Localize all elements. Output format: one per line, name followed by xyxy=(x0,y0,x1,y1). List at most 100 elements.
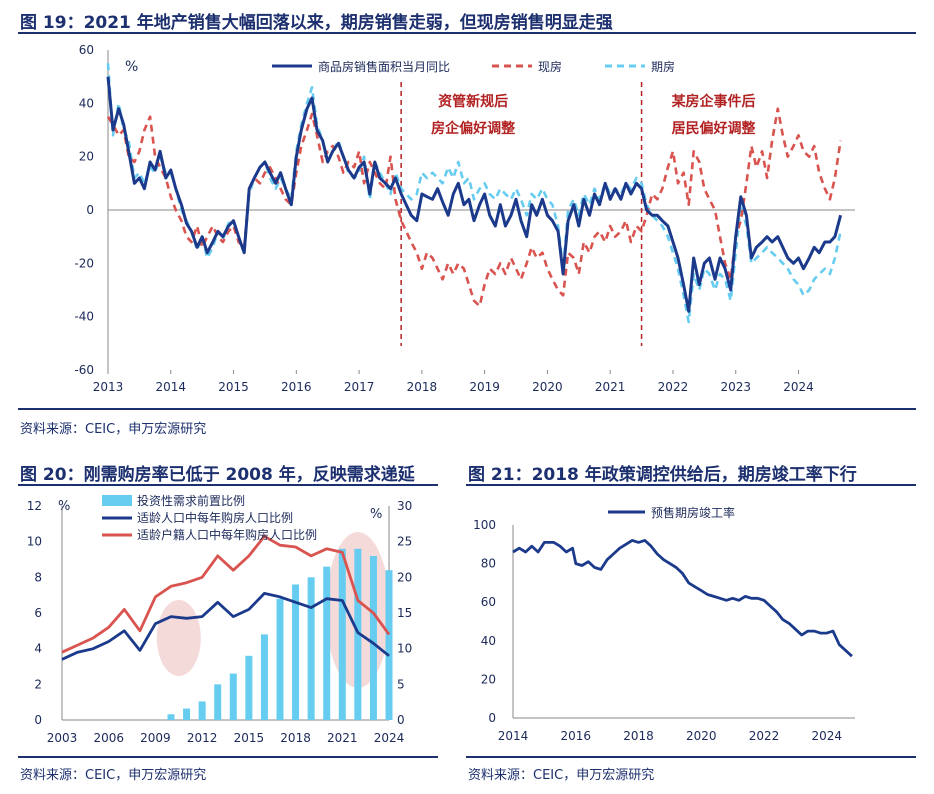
y-tick-label-right: 15 xyxy=(397,606,412,620)
x-tick-label: 2020 xyxy=(532,380,563,394)
y-tick-label: 20 xyxy=(79,150,94,164)
legend-label-2: 期房 xyxy=(651,59,675,74)
x-tick-label: 2015 xyxy=(234,731,265,745)
figure-19-source: 资料来源：CEIC，申万宏源研究 xyxy=(20,422,207,437)
bar xyxy=(245,655,253,720)
x-tick-label: 2021 xyxy=(595,380,626,394)
y-tick-label-right: 30 xyxy=(397,499,412,513)
figure-20-title: 图 20：刚需购房率已低于 2008 年，反映需求递延 xyxy=(20,465,415,485)
y-tick-label-right: 25 xyxy=(397,535,412,549)
unit-label-right: % xyxy=(370,507,382,522)
bar xyxy=(183,708,191,720)
bar xyxy=(354,548,362,720)
legend-label-0: 适龄人口中每年购房人口比例 xyxy=(137,510,293,525)
highlight-ellipse xyxy=(156,600,201,676)
x-tick-label: 2024 xyxy=(374,731,405,745)
legend-swatch-bar xyxy=(102,495,132,506)
y-tick-label: 60 xyxy=(481,595,496,609)
y-tick-label-right: 10 xyxy=(397,642,412,656)
bar xyxy=(214,684,222,720)
y-tick-label: -40 xyxy=(74,310,94,324)
x-tick-label: 2017 xyxy=(344,380,375,394)
figure-21-bottom-rule xyxy=(466,756,916,758)
x-tick-label: 2014 xyxy=(155,380,186,394)
bar xyxy=(167,714,175,720)
unit-label-left: % xyxy=(58,499,70,514)
bar xyxy=(307,577,315,720)
figure-19-title: 图 19：2021 年地产销售大幅回落以来，期房销售走弱，但现房销售明显走强 xyxy=(20,13,613,33)
bar xyxy=(338,548,346,720)
y-tick-label-left: 0 xyxy=(34,713,42,727)
bar xyxy=(276,598,284,720)
series-line-0 xyxy=(512,539,853,658)
y-tick-label: 0 xyxy=(488,711,496,725)
x-tick-label: 2018 xyxy=(280,731,311,745)
bar xyxy=(323,566,331,720)
x-tick-label: 2024 xyxy=(811,729,842,743)
x-tick-label: 2021 xyxy=(327,731,358,745)
bar xyxy=(385,570,393,720)
figure-21-source: 资料来源：CEIC，申万宏源研究 xyxy=(468,768,655,783)
y-tick-label-left: 12 xyxy=(27,499,42,513)
x-tick-label: 2009 xyxy=(140,731,171,745)
bar xyxy=(260,634,268,720)
figure-20-title-rule xyxy=(18,484,438,486)
y-tick-label-left: 2 xyxy=(34,677,42,691)
x-tick-label: 2019 xyxy=(469,380,500,394)
figure-21-title-rule xyxy=(466,484,916,486)
y-tick-label-right: 5 xyxy=(397,677,405,691)
y-tick-label: 80 xyxy=(481,557,496,571)
bar xyxy=(369,555,377,720)
y-tick-label: -60 xyxy=(74,363,94,377)
figure-19-bottom-rule xyxy=(18,408,916,410)
x-tick-label: 2020 xyxy=(686,729,717,743)
bar xyxy=(229,673,237,720)
figure-19-chart: -60 -40 -20 0 20 40 60 2013 2014 2015 2016 2017 2018… xyxy=(74,43,855,394)
y-tick-label-left: 8 xyxy=(34,570,42,584)
y-tick-label-right: 20 xyxy=(397,570,412,584)
y-tick-label: 60 xyxy=(79,43,94,57)
unit-label: % xyxy=(125,59,138,75)
y-tick-label: -20 xyxy=(74,256,94,270)
x-tick-label: 2006 xyxy=(93,731,124,745)
legend-label-bar: 投资性需求前置比例 xyxy=(137,493,245,508)
x-tick-label: 2016 xyxy=(560,729,591,743)
y-tick-label: 0 xyxy=(86,203,94,217)
x-tick-label: 2003 xyxy=(47,731,78,745)
y-tick-label-right: 0 xyxy=(397,713,405,727)
bar xyxy=(292,584,300,720)
annotation-text: 居民偏好调整 xyxy=(672,120,757,137)
figure-19-title-rule xyxy=(18,32,916,34)
y-tick-label: 40 xyxy=(79,96,94,110)
annotation-text: 资管新规后 xyxy=(438,93,508,110)
legend-label-0: 预售期房竣工率 xyxy=(651,505,735,520)
y-tick-label-left: 4 xyxy=(34,642,42,656)
annotation-text: 某房企事件后 xyxy=(672,93,756,110)
annotation-text: 房企偏好调整 xyxy=(431,120,516,137)
legend-label-0: 商品房销售面积当月同比 xyxy=(318,59,450,74)
x-tick-label: 2018 xyxy=(407,380,438,394)
x-tick-label: 2022 xyxy=(749,729,780,743)
x-tick-label: 2012 xyxy=(187,731,218,745)
y-tick-label: 100 xyxy=(473,518,496,532)
figure-21-chart: 0 20 40 60 80 100 2014 2016 2018 2020 2022 2024 预售期房… xyxy=(473,505,855,743)
x-tick-label: 2013 xyxy=(93,380,124,394)
legend-label-1: 现房 xyxy=(538,59,562,74)
x-tick-label: 2022 xyxy=(658,380,689,394)
figure-21-title: 图 21：2018 年政策调控供给后，期房竣工率下行 xyxy=(468,465,857,485)
legend-label-1: 适龄户籍人口中每年购房人口比例 xyxy=(137,527,317,542)
y-tick-label-left: 6 xyxy=(34,606,42,620)
series-line-1 xyxy=(106,107,842,308)
x-tick-label: 2016 xyxy=(281,380,312,394)
series-line-1 xyxy=(61,534,391,654)
figure-20-chart: 0 2 4 6 8 10 12 0 5 10 15 20 25 30%% 2003 2006 2009 2012 2… xyxy=(27,493,413,745)
figure-20-source: 资料来源：CEIC，申万宏源研究 xyxy=(20,768,207,783)
y-tick-label: 40 xyxy=(481,634,496,648)
x-tick-label: 2015 xyxy=(218,380,249,394)
y-tick-label-left: 10 xyxy=(27,535,42,549)
figure-20-bottom-rule xyxy=(18,756,438,758)
series-line-0 xyxy=(61,592,390,661)
bar xyxy=(198,701,206,720)
x-tick-label: 2014 xyxy=(498,729,529,743)
x-tick-label: 2023 xyxy=(720,380,751,394)
